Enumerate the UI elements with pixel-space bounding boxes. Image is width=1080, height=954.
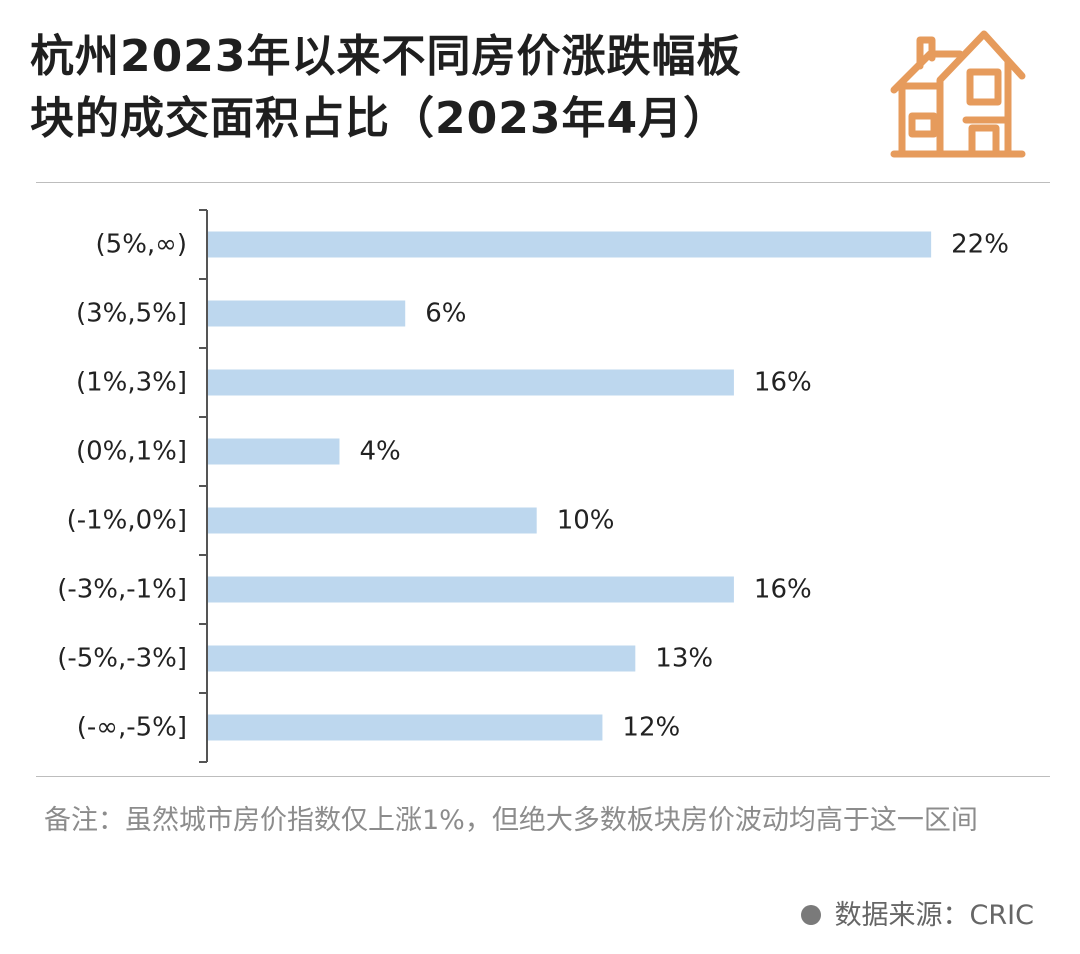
bar xyxy=(208,438,340,465)
category-label: (5%,∞) xyxy=(96,230,187,260)
value-label: 22% xyxy=(951,230,1009,260)
bar-chart: (5%,∞) 22% (3%,5%] 6% (1%,3%] 16% (0%,1%] 4% (-1… xyxy=(57,209,1009,763)
bar xyxy=(208,300,406,327)
chart-title: 杭州2023年以来不同房价涨跌幅板 块的成交面积占比（2023年4月） xyxy=(30,26,890,150)
category-label: (-5%,-3%] xyxy=(57,644,187,674)
footnote: 备注：虽然城市房价指数仅上涨1%，但绝大多数板块房价波动均高于这一区间 xyxy=(44,805,978,836)
value-label: 16% xyxy=(754,368,812,398)
bar xyxy=(208,576,734,603)
title-line-2: 块的成交面积占比（2023年4月） xyxy=(30,93,729,144)
top-divider xyxy=(36,182,1050,183)
title-line-1: 杭州2023年以来不同房价涨跌幅板 xyxy=(30,31,742,82)
value-label: 6% xyxy=(425,299,466,329)
value-label: 16% xyxy=(754,575,812,605)
value-label: 12% xyxy=(622,713,680,743)
bottom-divider xyxy=(36,776,1050,777)
category-label: (-3%,-1%] xyxy=(57,575,187,605)
bar xyxy=(208,507,537,534)
bar xyxy=(208,645,636,672)
bar xyxy=(208,714,603,741)
category-label: (-∞,-5%] xyxy=(77,713,187,743)
house-icon xyxy=(890,30,1026,158)
bullet-dot-icon xyxy=(800,905,821,925)
category-label: (0%,1%] xyxy=(76,437,187,467)
value-label: 4% xyxy=(359,437,400,467)
category-label: (3%,5%] xyxy=(76,299,187,329)
category-label: (1%,3%] xyxy=(76,368,187,398)
source-line: 数据来源：CRIC xyxy=(800,896,1034,936)
bar xyxy=(208,231,932,258)
source-text: 数据来源：CRIC xyxy=(834,900,1034,931)
value-label: 13% xyxy=(655,644,713,674)
category-label: (-1%,0%] xyxy=(67,506,187,536)
value-label: 10% xyxy=(557,506,615,536)
bar xyxy=(208,369,734,396)
bars-layer: (5%,∞) 22% (3%,5%] 6% (1%,3%] 16% (0%,1%] 4% (-1… xyxy=(57,230,1009,743)
